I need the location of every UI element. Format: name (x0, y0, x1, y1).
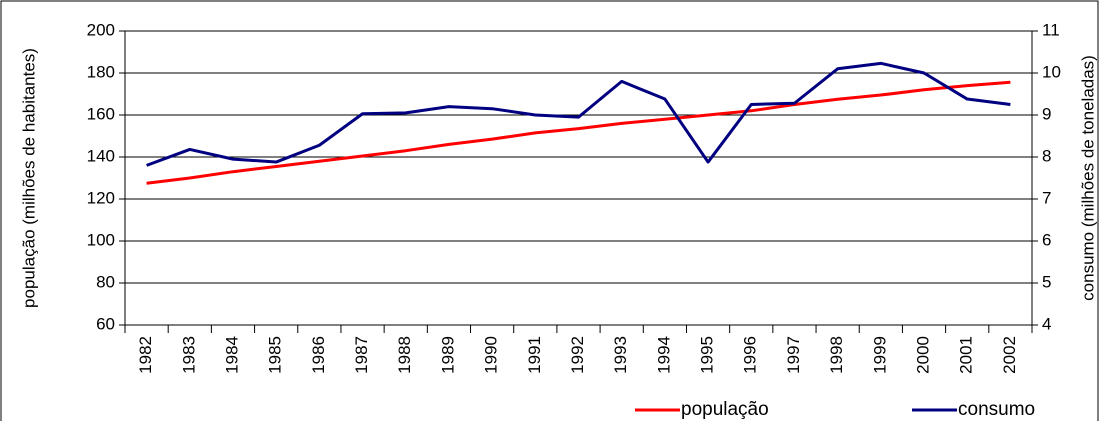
y2-axis-title: consumo (milhões de toneladas) (1078, 55, 1097, 301)
x-tick-label: 1989 (438, 336, 457, 374)
series-line (146, 80, 1011, 185)
plot-area (124, 30, 1033, 326)
x-tick-label: 1993 (611, 336, 630, 374)
y-tick-label: 100 (87, 230, 115, 249)
x-tick-label: 2001 (957, 336, 976, 374)
y-tick-label: 140 (87, 146, 115, 165)
x-tick-label: 1986 (309, 336, 328, 374)
y2-tick-label: 11 (1042, 20, 1060, 39)
x-tick-label: 2002 (1000, 336, 1019, 374)
x-tick-label: 1996 (741, 336, 760, 374)
x-tick-label: 1998 (827, 336, 846, 374)
y-tick-label: 80 (96, 272, 115, 291)
y-tick-label: 160 (87, 104, 115, 123)
y-axis-title: população (milhões de habitantes) (19, 48, 38, 308)
y-tick-label: 60 (96, 314, 115, 333)
x-tick-label: 1994 (654, 336, 673, 374)
y-tick-label: 120 (87, 188, 115, 207)
y-tick-label: 180 (87, 62, 115, 81)
series-line (146, 61, 1011, 167)
y2-tick-label: 6 (1042, 230, 1051, 249)
x-tick-label: 1987 (352, 336, 371, 374)
x-tick-label: 1990 (482, 336, 501, 374)
x-tick-label: 1985 (266, 336, 285, 374)
y2-tick-label: 9 (1042, 104, 1051, 123)
x-tick-label: 1984 (222, 336, 241, 374)
y2-tick-label: 4 (1042, 314, 1051, 333)
legend-label: população (681, 399, 769, 420)
x-tick-label: 1999 (870, 336, 889, 374)
y-tick-label: 200 (87, 20, 115, 39)
x-tick-label: 1982 (136, 336, 155, 374)
x-tick-label: 1991 (525, 336, 544, 374)
y2-tick-label: 10 (1042, 62, 1061, 81)
x-tick-label: 1992 (568, 336, 587, 374)
legend-label: consumo (958, 399, 1035, 420)
x-tick-label: 1997 (784, 336, 803, 374)
y2-tick-label: 7 (1042, 188, 1051, 207)
x-tick-label: 1983 (179, 336, 198, 374)
x-tick-label: 1988 (395, 336, 414, 374)
x-tick-label: 2000 (914, 336, 933, 374)
x-tick-label: 1995 (698, 336, 717, 374)
y2-tick-label: 8 (1042, 146, 1051, 165)
y2-tick-label: 5 (1042, 272, 1051, 291)
